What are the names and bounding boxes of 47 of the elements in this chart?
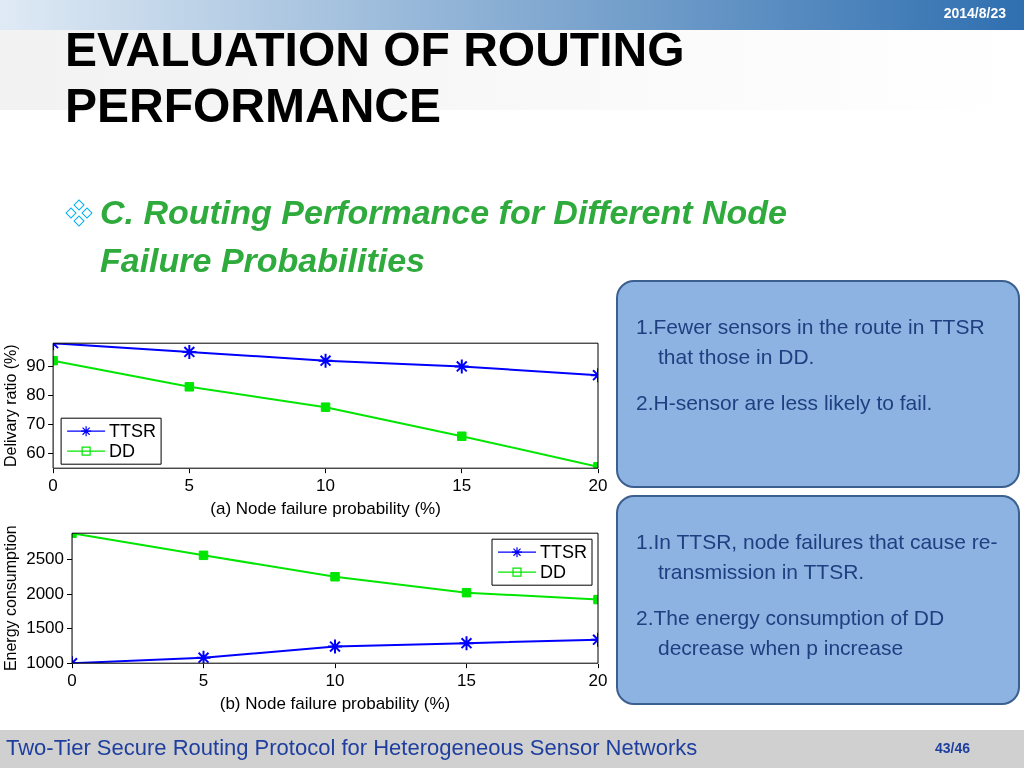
y-tick-label: 80: [26, 385, 46, 405]
y-tick-label: 1000: [26, 652, 65, 672]
text: EVALUATION OF ROUTING PERFORMANCE: [65, 22, 686, 134]
text: 2.The energy consumption of DD decrease when p increase: [636, 605, 946, 661]
text: 43/46: [934, 740, 970, 756]
point: [181, 343, 198, 360]
legend-label: DD: [540, 562, 566, 583]
legend-label: TTSR: [540, 542, 587, 563]
y-tick-label: 2500: [26, 549, 65, 569]
point: [453, 358, 470, 375]
text: 1.Fewer sensors in the route in TTSR that those in DD.: [636, 314, 986, 370]
point: [461, 587, 472, 598]
legend-label: DD: [109, 441, 136, 462]
x-tick-label: 0: [48, 476, 58, 496]
y-tick-label: 2000: [26, 583, 65, 603]
text: 1.In TTSR, node failures that cause re-transmission in TTSR.: [636, 529, 999, 585]
point: [320, 402, 331, 412]
point: [184, 382, 195, 392]
x-tick-label: 0: [67, 671, 77, 691]
x-tick-label: 20: [588, 671, 608, 691]
x-tick-label: 20: [588, 476, 608, 496]
x-tick-label: 10: [316, 476, 336, 496]
y-axis-title: Delivary ratio (%): [2, 344, 20, 468]
point: [458, 635, 475, 652]
x-tick-label: 5: [184, 476, 195, 496]
point: [327, 638, 344, 655]
y-axis-title: Energy consumption: [2, 525, 20, 672]
x-tick-label: 15: [452, 476, 472, 496]
text: C. Routing Performance for Different Node Failure Probabilities: [100, 192, 788, 281]
x-tick-label: 15: [457, 671, 476, 691]
point: [195, 649, 212, 664]
y-tick-label: 60: [26, 443, 46, 463]
y-tick-label: 1500: [26, 618, 65, 638]
x-axis-title: (b) Node failure probability (%): [219, 694, 451, 714]
x-tick-label: 5: [198, 671, 209, 691]
x-tick-label: 10: [325, 671, 345, 691]
legend-label: TTSR: [109, 421, 157, 442]
text: 2.H-sensor are less likely to fail.: [636, 390, 934, 416]
point: [198, 550, 209, 561]
y-tick-label: 70: [26, 414, 46, 434]
text: 2014/8/23: [943, 5, 1006, 21]
text: Two-Tier Secure Routing Protocol for Heterogeneous Sensor Networks: [6, 735, 698, 761]
y-tick-label: 90: [26, 356, 46, 376]
x-axis-title: (a) Node failure probability (%): [210, 499, 441, 519]
point: [457, 431, 467, 441]
point: [330, 572, 340, 582]
point: [317, 352, 334, 369]
